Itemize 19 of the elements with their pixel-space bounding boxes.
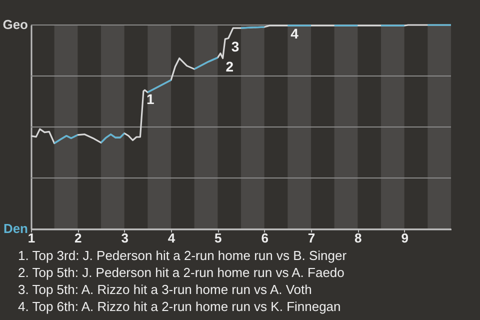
annotation: 3 bbox=[231, 38, 240, 54]
x-tick-label: 7 bbox=[308, 230, 316, 246]
text: 2. Top 5th: J. Pederson hit a 2-run home run vs A. Faedo bbox=[18, 265, 344, 280]
text: 4. Top 6th: A. Rizzo hit a 2-run home run vs K. Finnegan bbox=[18, 299, 341, 314]
x-tick-label: 8 bbox=[354, 230, 362, 246]
text: 1. Top 3rd: J. Pederson hit a 2-run home run vs B. Singer bbox=[18, 248, 348, 263]
text: 3. Top 5th: A. Rizzo hit a 3-run home run vs A. Voth bbox=[18, 282, 312, 297]
annotation: 4 bbox=[290, 26, 299, 42]
x-tick-label: 1 bbox=[28, 230, 36, 246]
annotation: 1 bbox=[146, 91, 154, 108]
x-tick-label: 4 bbox=[168, 230, 176, 246]
x-tick-label: 2 bbox=[74, 230, 82, 246]
x-tick-label: 5 bbox=[214, 230, 222, 246]
x-tick-label: 6 bbox=[261, 230, 268, 246]
annotation: 2 bbox=[226, 58, 234, 74]
x-tick-label: 3 bbox=[121, 230, 128, 246]
ref-line-label: Den bbox=[3, 221, 28, 236]
x-tick-label: 9 bbox=[401, 230, 408, 246]
ref-line-label: Geo bbox=[2, 17, 28, 32]
